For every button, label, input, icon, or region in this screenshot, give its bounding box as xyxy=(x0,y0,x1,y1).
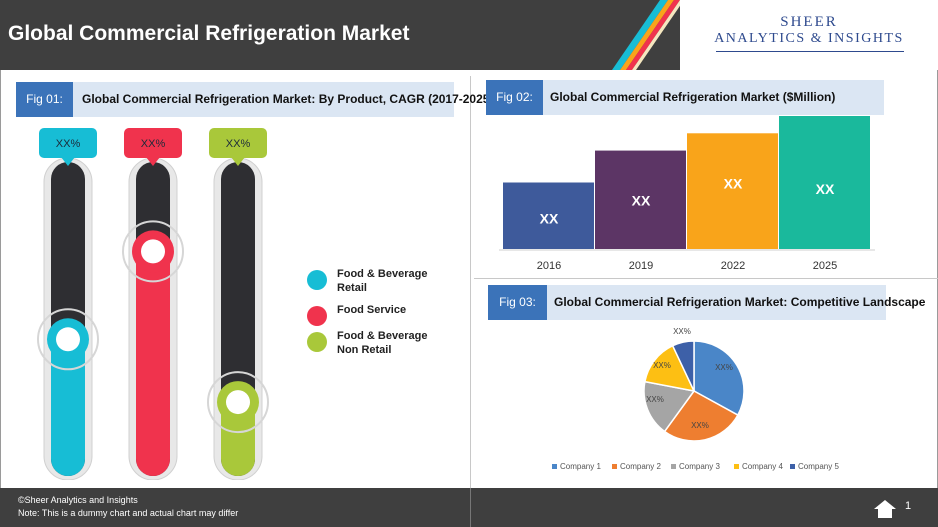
pie-value-label: XX% xyxy=(673,327,691,336)
legend-label-line: Non Retail xyxy=(337,344,392,356)
fig3-header: Fig 03: Global Commercial Refrigeration … xyxy=(488,285,925,320)
page-title: Global Commercial Refrigeration Market xyxy=(8,22,410,45)
pie-legend-item: Company 2 xyxy=(612,462,661,471)
gauge-knob-center xyxy=(226,390,250,415)
bar-tick-label: 2016 xyxy=(537,260,561,272)
horizontal-divider xyxy=(474,278,938,279)
gauge-label-pointer xyxy=(146,157,160,166)
legend-label-line: Food Service xyxy=(337,304,407,316)
fig2-title: Global Commercial Refrigeration Market (… xyxy=(550,90,836,104)
pie-legend-label: Company 3 xyxy=(679,462,720,471)
decorative-stripes xyxy=(612,0,684,70)
footer-copyright: ©Sheer Analytics and Insights xyxy=(18,495,138,505)
gauge-2: XX% xyxy=(122,128,184,480)
pie-legend-swatch xyxy=(790,464,795,470)
pie-value-label: XX% xyxy=(691,421,709,430)
pie-chart: XX% XX% XX% XX% XX% xyxy=(643,327,745,442)
fig1-title: Global Commercial Refrigeration Market: … xyxy=(82,92,494,106)
footer-note: Note: This is a dummy chart and actual c… xyxy=(18,508,239,518)
gauge-label-box xyxy=(124,128,182,158)
logo-line2: ANALYTICS & INSIGHTS xyxy=(714,31,904,46)
pie-value-label: XX% xyxy=(715,363,733,372)
gauge-chart: XX% XX% XX% xyxy=(37,128,269,480)
legend-label-2: Food Service xyxy=(337,303,406,317)
fig2-tag: Fig 02: xyxy=(486,80,543,115)
gauge-label-box xyxy=(209,128,267,158)
fig3-title: Global Commercial Refrigeration Market: … xyxy=(554,295,926,309)
bar-tick-label: 2019 xyxy=(629,260,653,272)
pie-legend-swatch xyxy=(671,464,676,470)
bar-tick-label: 2025 xyxy=(813,260,837,272)
bar-tick-label: 2022 xyxy=(721,260,745,272)
logo-underline xyxy=(716,51,904,52)
vertical-divider xyxy=(470,76,471,488)
gauge-1: XX% xyxy=(37,128,99,480)
gauge-knob-center xyxy=(141,239,165,264)
legend-label-line: Retail xyxy=(337,282,367,294)
page-number: 1 xyxy=(905,500,912,512)
pie-legend-label: Company 5 xyxy=(798,462,839,471)
gauge-label-pointer xyxy=(231,157,245,166)
pie-slice-5 xyxy=(671,340,695,392)
pie-slice-1 xyxy=(693,340,745,417)
gauge-value-label: XX% xyxy=(141,138,166,150)
gauge-knob-center xyxy=(56,327,80,352)
home-icon[interactable] xyxy=(874,500,896,518)
pie-legend-item: Company 4 xyxy=(734,462,783,471)
pie-legend-swatch xyxy=(552,464,557,470)
pie-slice-3 xyxy=(643,380,696,433)
gauge-knob-ring xyxy=(207,371,269,434)
pie-legend-label: Company 1 xyxy=(560,462,601,471)
bar-2022 xyxy=(687,133,778,249)
pie-legend-item: Company 5 xyxy=(790,462,839,471)
fig3-tag: Fig 03: xyxy=(488,285,547,320)
pie-legend-swatch xyxy=(734,464,739,470)
gauge-3: XX% xyxy=(207,128,269,480)
gauge-fill xyxy=(51,325,85,476)
bar-value-label: XX xyxy=(724,175,743,191)
gauge-knob-ring xyxy=(122,220,184,283)
legend-dot-2 xyxy=(307,306,327,326)
bar-2019 xyxy=(595,150,686,249)
header-bar: Global Commercial Refrigeration Market S… xyxy=(0,0,938,70)
bar-2025 xyxy=(779,116,870,249)
gauge-label-pointer xyxy=(61,157,75,166)
legend-label-3: Food & Beverage Non Retail xyxy=(337,329,427,357)
gauge-label-box xyxy=(39,128,97,158)
pie-legend-label: Company 4 xyxy=(742,462,783,471)
fig2-header: Fig 02: Global Commercial Refrigeration … xyxy=(486,80,884,115)
bar-value-label: XX xyxy=(816,181,835,197)
gauge-fill xyxy=(136,237,170,476)
company-logo: SHEER ANALYTICS & INSIGHTS xyxy=(680,0,938,70)
bar-value-label: XX xyxy=(540,211,559,227)
pie-legend-swatch xyxy=(612,464,617,470)
legend-dot-3 xyxy=(307,332,327,352)
pie-slice-2 xyxy=(663,390,739,442)
pie-value-label: XX% xyxy=(653,361,671,370)
footer-bar: ©Sheer Analytics and Insights Note: This… xyxy=(0,488,938,527)
pie-value-label: XX% xyxy=(646,395,664,404)
footer-divider xyxy=(470,488,471,527)
pie-legend-label: Company 2 xyxy=(620,462,661,471)
legend-dot-1 xyxy=(307,270,327,290)
gauge-knob-ring xyxy=(37,308,99,371)
gauge-value-label: XX% xyxy=(56,138,81,150)
legend-label-1: Food & Beverage Retail xyxy=(337,267,427,295)
bar-2016 xyxy=(503,182,594,249)
bar-chart: XX 2016 XX 2019 XX 2022 XX 2025 xyxy=(499,116,875,272)
pie-legend-item: Company 3 xyxy=(671,462,720,471)
legend-label-line: Food & Beverage xyxy=(337,268,428,280)
fig1-tag: Fig 01: xyxy=(16,82,73,117)
pie-legend-item: Company 1 xyxy=(552,462,601,471)
fig1-header: Fig 01: Global Commercial Refrigeration … xyxy=(16,82,493,117)
logo-line1: SHEER xyxy=(780,14,838,30)
bar-value-label: XX xyxy=(632,193,651,209)
gauge-value-label: XX% xyxy=(226,138,251,150)
legend-label-line: Food & Beverage xyxy=(337,330,428,342)
